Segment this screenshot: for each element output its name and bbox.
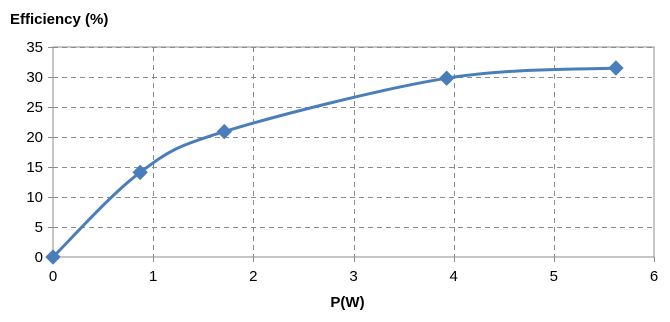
y-tick-label: 15 bbox=[26, 159, 43, 176]
x-tick-label: 6 bbox=[650, 268, 658, 285]
y-tick-label: 5 bbox=[35, 219, 43, 236]
x-axis-title: P(W) bbox=[330, 294, 364, 311]
data-point-marker bbox=[608, 60, 624, 76]
x-tick-label: 5 bbox=[550, 268, 558, 285]
data-point-marker bbox=[132, 164, 148, 181]
data-point-marker bbox=[216, 123, 232, 140]
x-tick-label: 1 bbox=[149, 268, 157, 285]
plot-frame bbox=[52, 46, 655, 258]
labels-layer: Efficiency (%) P(W) 0 5 10 15 20 25 30 35 0 1 2 3 4 5… bbox=[10, 11, 658, 311]
y-tick-label: 30 bbox=[26, 69, 43, 86]
x-tick-label: 0 bbox=[49, 268, 57, 285]
series-layer bbox=[45, 60, 624, 265]
y-tick-label: 35 bbox=[26, 39, 43, 56]
y-axis-title: Efficiency (%) bbox=[10, 11, 108, 28]
y-tick-label: 10 bbox=[26, 189, 43, 206]
grid-layer bbox=[52, 46, 655, 258]
axes-layer bbox=[48, 47, 655, 262]
x-tick-label: 4 bbox=[449, 268, 457, 285]
y-tick-label: 25 bbox=[26, 99, 43, 116]
series-line bbox=[51, 66, 618, 259]
data-point-marker bbox=[438, 70, 455, 86]
y-tick-label: 20 bbox=[26, 129, 43, 146]
x-tick-label: 3 bbox=[349, 268, 357, 285]
x-tick-label: 2 bbox=[249, 268, 257, 285]
data-point-marker bbox=[45, 249, 61, 265]
y-tick-label: 0 bbox=[35, 249, 43, 266]
